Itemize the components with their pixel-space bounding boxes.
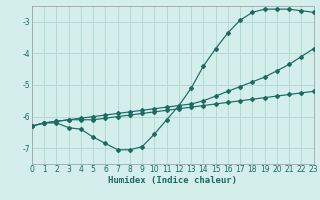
X-axis label: Humidex (Indice chaleur): Humidex (Indice chaleur)	[108, 176, 237, 185]
